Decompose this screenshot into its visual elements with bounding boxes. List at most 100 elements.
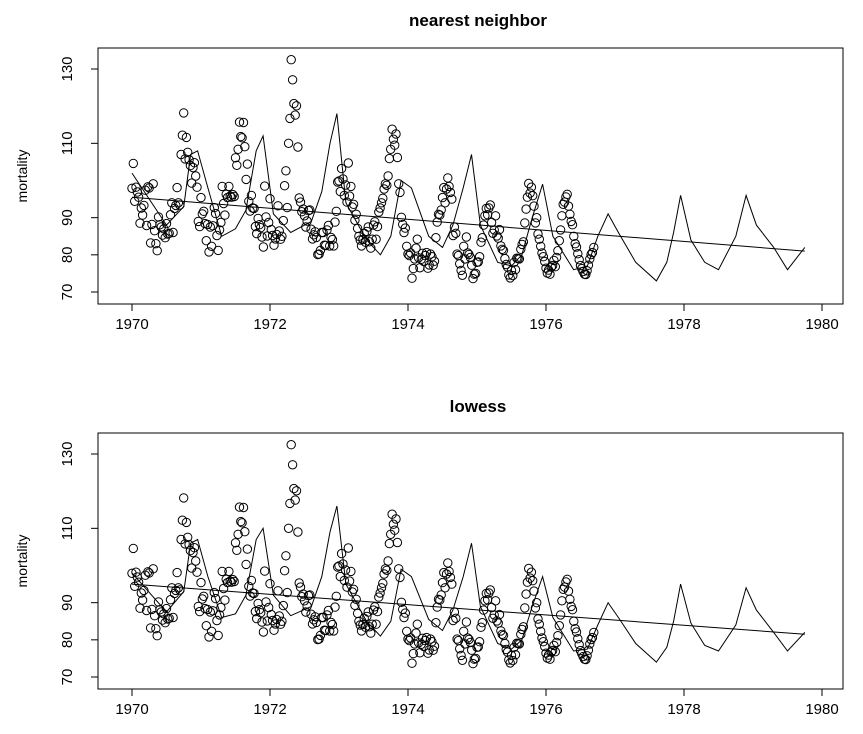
data-point [447,579,457,589]
data-point [346,181,356,192]
data-point [143,182,153,192]
data-point [536,626,546,636]
data-point [409,254,420,264]
data-point [407,273,417,283]
data-point [578,651,588,662]
data-point [322,610,332,620]
data-point [201,236,212,246]
data-point [269,625,279,635]
fit-lines [131,113,806,282]
data-point [131,567,141,577]
data-point [291,486,302,496]
y-tick-label: 90 [59,594,76,611]
x-tick-label: 1976 [529,316,562,333]
x-tick-label: 1974 [391,701,424,718]
data-point [358,619,368,630]
data-point [197,209,208,219]
data-point [261,597,271,607]
data-point [232,545,242,555]
data-point [436,590,446,600]
data-point [236,131,246,142]
data-point [266,224,276,235]
data-point [199,206,209,217]
data-point [173,198,184,208]
data-point [128,543,139,554]
data-point [281,551,291,561]
data-point [261,212,271,222]
data-point [444,566,454,577]
data-point [246,575,257,586]
data-point [249,203,259,214]
data-point [553,631,563,641]
x-axis: 1970 1972 1974 1976 1978 1980 [115,304,839,333]
data-point [520,218,530,228]
data-point [408,263,418,274]
data-point [290,495,300,505]
data-point [518,237,529,247]
data-point [435,210,445,220]
data-point [474,252,485,262]
panel-nearest-neighbor: nearest neighbor mortality 1970 1972 1974 1… [14,11,844,333]
y-tick-label: 130 [59,441,76,466]
data-point [451,613,461,623]
data-point [237,518,247,528]
data-point [157,230,168,240]
data-point [448,615,458,626]
data-point [444,181,454,192]
smooth-fit-line [131,505,806,663]
data-point [534,619,544,629]
data-point [183,147,193,158]
data-point [218,198,229,209]
data-point [469,654,479,664]
data-point [192,567,202,577]
data-point [468,658,478,669]
data-point [370,602,380,612]
plot-frame [97,432,844,690]
data-point [587,247,598,258]
data-point [435,595,445,605]
data-point [220,210,230,220]
data-point [382,565,392,575]
data-point [538,252,548,262]
fit-lines [131,505,806,663]
data-point [191,556,201,566]
x-tick-label: 1972 [253,316,286,333]
data-point [342,582,352,592]
data-point [340,565,351,575]
data-point [339,575,349,586]
data-point [181,132,192,143]
data-point [346,566,356,577]
data-point [477,618,487,628]
data-point [258,627,269,637]
x-tick-label: 1970 [115,316,148,333]
data-point [429,256,440,266]
data-point [287,460,298,470]
data-point [419,256,429,267]
data-point [333,562,343,572]
data-point [517,239,527,250]
data-point [589,627,599,638]
y-tick-label: 80 [59,631,76,648]
data-point [307,619,318,629]
data-point [238,502,249,513]
y-axis: 70 80 90 110 130 [59,56,98,300]
data-point [443,173,453,183]
data-point [330,217,340,227]
data-point [343,543,353,553]
data-point [228,574,238,585]
data-point [376,583,387,593]
data-point [224,566,234,577]
data-point [419,641,429,652]
data-point [196,577,206,588]
data-point [500,638,510,649]
data-point [492,616,502,626]
data-point [573,249,583,259]
data-point [191,171,201,181]
data-point [295,582,306,592]
data-point [358,234,368,245]
data-point [459,241,469,252]
data-point [213,245,223,256]
data-point [436,205,446,215]
data-point [267,230,278,241]
data-point [333,177,343,187]
